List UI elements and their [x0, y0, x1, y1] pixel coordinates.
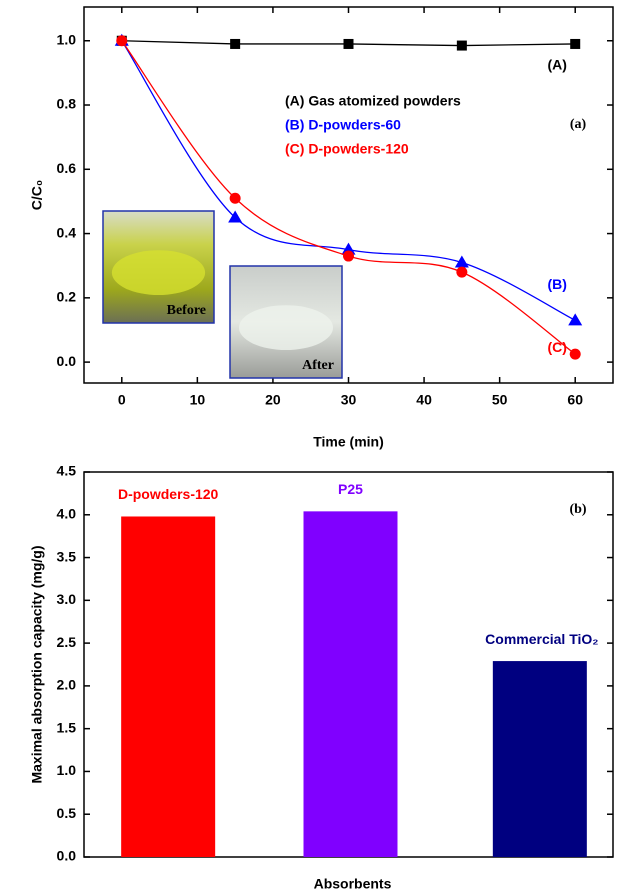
y-tick-label: 3.5 — [57, 548, 77, 564]
bar-category-label: Commercial TiO₂ — [485, 631, 598, 647]
y-tick-label: 4.0 — [57, 505, 77, 521]
y-tick-label: 0.2 — [57, 289, 77, 305]
y-tick-label: 4.5 — [57, 463, 77, 479]
panel-label: (a) — [570, 117, 587, 132]
x-tick-label: 10 — [190, 392, 206, 408]
y-tick-label: 1.5 — [57, 719, 77, 735]
marker — [456, 267, 467, 278]
y-tick-label: 0.0 — [57, 353, 77, 369]
marker — [570, 349, 581, 360]
x-tick-label: 50 — [492, 392, 508, 408]
y-tick-label: 1.0 — [57, 762, 77, 778]
y-tick-label: 0.5 — [57, 805, 77, 821]
y-tick-label: 0.6 — [57, 160, 77, 176]
inset-label: After — [302, 358, 334, 373]
bar — [121, 516, 215, 857]
legend-entry: (C) D-powders-120 — [285, 141, 409, 157]
y-tick-label: 3.0 — [57, 591, 77, 607]
y-tick-label: 2.5 — [57, 634, 77, 650]
marker — [116, 35, 127, 46]
y-axis-label: C/C₀ — [29, 180, 45, 210]
plot-frame — [84, 7, 613, 383]
y-tick-label: 2.0 — [57, 677, 77, 693]
marker — [568, 313, 582, 325]
x-tick-label: 20 — [265, 392, 281, 408]
marker — [230, 193, 241, 204]
marker — [230, 39, 240, 49]
figure: 0.0 0.2 0.4 0.6 0.8 1.0 C/C₀ (a) 0 10 20 30 40 50 60 Ti… — [0, 0, 618, 894]
photo-liquid — [112, 250, 205, 295]
page: 0.0 0.2 0.4 0.6 0.8 1.0 C/C₀ (a) 0 10 20 30 40 50 60 Ti… — [0, 0, 618, 894]
y-tick-label: 1.0 — [57, 31, 77, 47]
x-tick-label: 30 — [341, 392, 357, 408]
series-end-label: (A) — [547, 57, 566, 73]
bar — [304, 511, 398, 857]
legend-entry: (A) Gas atomized powders — [285, 93, 461, 109]
marker — [344, 39, 354, 49]
x-tick-label: 0 — [118, 392, 126, 408]
series-end-label: (B) — [547, 276, 566, 292]
y-tick-label: 0.0 — [57, 848, 77, 864]
x-tick-label: 40 — [416, 392, 432, 408]
photo-liquid — [239, 305, 333, 350]
bar-category-label: P25 — [338, 481, 363, 497]
inset-label: Before — [167, 303, 206, 318]
legend-entry: (B) D-powders-60 — [285, 117, 401, 133]
bar-category-label: D-powders-120 — [118, 486, 219, 502]
marker — [570, 39, 580, 49]
y-tick-label: 0.4 — [57, 224, 77, 240]
bar — [493, 661, 587, 857]
x-axis-label: Time (min) — [313, 434, 384, 450]
x-axis-label: Absorbents — [314, 876, 392, 892]
marker — [457, 41, 467, 51]
marker — [343, 251, 354, 262]
y-tick-label: 0.8 — [57, 96, 77, 112]
series-end-label: (C) — [547, 339, 566, 355]
x-tick-label: 60 — [567, 392, 583, 408]
panel-label: (b) — [569, 502, 586, 517]
y-axis-label: Maximal absorption capacity (mg/g) — [29, 545, 45, 783]
